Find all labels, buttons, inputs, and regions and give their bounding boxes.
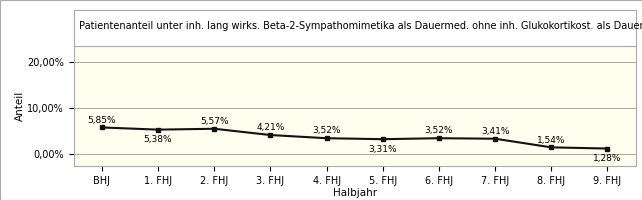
Text: 4,21%: 4,21% [256,123,284,132]
Text: 5,38%: 5,38% [144,135,173,144]
X-axis label: Halbjahr: Halbjahr [333,188,377,198]
Text: 5,85%: 5,85% [87,116,116,125]
Y-axis label: Anteil: Anteil [15,91,24,121]
Text: 1,28%: 1,28% [593,154,621,163]
Text: 3,31%: 3,31% [369,145,397,154]
Text: 3,41%: 3,41% [481,127,509,136]
Text: 5,57%: 5,57% [200,117,229,126]
Text: Patientenanteil unter inh. lang wirks. Beta-2-Sympathomimetika als Dauermed. ohn: Patientenanteil unter inh. lang wirks. B… [80,21,642,31]
Text: 1,54%: 1,54% [537,136,566,145]
Text: 3,52%: 3,52% [313,126,341,135]
Text: 3,52%: 3,52% [425,126,453,135]
